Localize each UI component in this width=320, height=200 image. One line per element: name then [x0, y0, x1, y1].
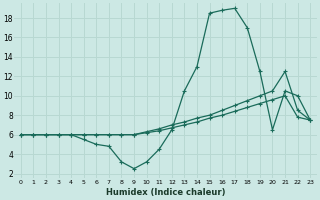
X-axis label: Humidex (Indice chaleur): Humidex (Indice chaleur) [106, 188, 225, 197]
